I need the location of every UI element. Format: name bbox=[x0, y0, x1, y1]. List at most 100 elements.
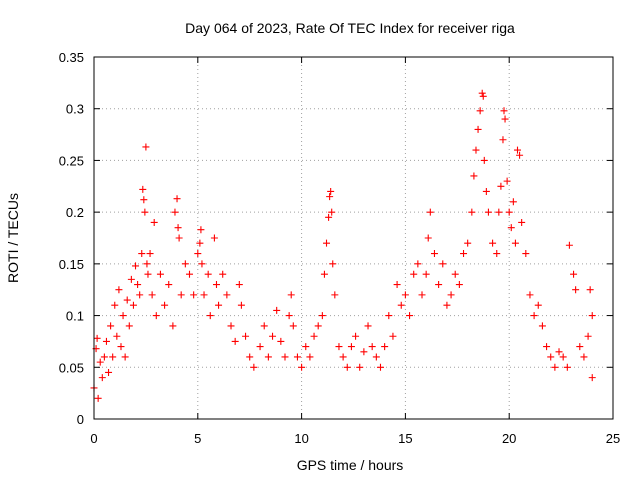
data-point bbox=[401, 291, 409, 299]
data-point bbox=[273, 306, 281, 314]
x-tick-label: 0 bbox=[90, 431, 97, 446]
data-point bbox=[285, 312, 293, 320]
data-point bbox=[107, 322, 115, 330]
data-point bbox=[343, 363, 351, 371]
data-point bbox=[93, 334, 101, 342]
data-point bbox=[174, 224, 182, 232]
data-point bbox=[323, 239, 331, 247]
data-point bbox=[200, 291, 208, 299]
data-point bbox=[584, 332, 592, 340]
data-point bbox=[318, 312, 326, 320]
data-point bbox=[356, 363, 364, 371]
data-point bbox=[406, 312, 414, 320]
data-point bbox=[489, 239, 497, 247]
data-point bbox=[141, 208, 149, 216]
data-point bbox=[397, 301, 405, 309]
data-point bbox=[588, 312, 596, 320]
y-tick-label: 0.1 bbox=[66, 309, 84, 324]
data-point bbox=[152, 312, 160, 320]
data-point bbox=[143, 260, 151, 268]
data-point bbox=[169, 322, 177, 330]
data-point bbox=[335, 343, 343, 351]
data-point bbox=[484, 208, 492, 216]
data-point bbox=[237, 301, 245, 309]
data-point bbox=[507, 224, 515, 232]
data-point bbox=[156, 270, 164, 278]
data-point bbox=[516, 151, 524, 159]
data-point bbox=[210, 234, 218, 242]
data-point bbox=[570, 270, 578, 278]
data-point bbox=[111, 301, 119, 309]
data-point bbox=[474, 125, 482, 133]
data-point bbox=[298, 363, 306, 371]
data-point bbox=[165, 281, 173, 289]
data-point bbox=[385, 312, 393, 320]
data-point bbox=[534, 301, 542, 309]
chart-title: Day 064 of 2023, Rate Of TEC Index for r… bbox=[185, 20, 515, 36]
data-point bbox=[547, 353, 555, 361]
data-point bbox=[173, 195, 181, 203]
data-point bbox=[410, 270, 418, 278]
data-point bbox=[503, 177, 511, 185]
data-point bbox=[364, 322, 372, 330]
data-point bbox=[329, 260, 337, 268]
data-point bbox=[171, 208, 179, 216]
data-point bbox=[325, 213, 333, 221]
data-point bbox=[161, 301, 169, 309]
data-point bbox=[376, 363, 384, 371]
data-point bbox=[422, 270, 430, 278]
data-point bbox=[418, 291, 426, 299]
data-point bbox=[482, 187, 490, 195]
data-point bbox=[132, 262, 140, 270]
data-point bbox=[289, 322, 297, 330]
data-point bbox=[138, 250, 146, 258]
data-point bbox=[246, 353, 254, 361]
data-point bbox=[347, 343, 355, 351]
data-point bbox=[136, 291, 144, 299]
data-point bbox=[505, 208, 513, 216]
data-point bbox=[468, 208, 476, 216]
data-point bbox=[235, 281, 243, 289]
data-point bbox=[113, 332, 121, 340]
data-point bbox=[115, 286, 123, 294]
data-point bbox=[231, 337, 239, 345]
plot-frame bbox=[93, 56, 614, 420]
data-point bbox=[460, 250, 468, 258]
data-point bbox=[204, 270, 212, 278]
data-point bbox=[430, 250, 438, 258]
data-point bbox=[530, 312, 538, 320]
data-point bbox=[393, 281, 401, 289]
data-point bbox=[389, 332, 397, 340]
data-point bbox=[123, 296, 131, 304]
data-point bbox=[352, 332, 360, 340]
data-point bbox=[478, 89, 486, 97]
data-point bbox=[565, 241, 573, 249]
data-point bbox=[451, 270, 459, 278]
data-point bbox=[134, 281, 142, 289]
data-point bbox=[511, 239, 519, 247]
data-point bbox=[563, 363, 571, 371]
data-point bbox=[314, 322, 322, 330]
x-tick-label: 5 bbox=[194, 431, 201, 446]
data-point bbox=[580, 353, 588, 361]
data-point bbox=[555, 348, 563, 356]
data-point bbox=[493, 250, 501, 258]
data-point bbox=[572, 286, 580, 294]
data-point bbox=[424, 234, 432, 242]
data-point bbox=[293, 353, 301, 361]
data-point bbox=[526, 291, 534, 299]
data-point bbox=[223, 291, 231, 299]
data-point bbox=[495, 208, 503, 216]
data-point bbox=[381, 343, 389, 351]
y-tick-label: 0.3 bbox=[66, 102, 84, 117]
data-point bbox=[264, 353, 272, 361]
y-tick-label: 0.2 bbox=[66, 205, 84, 220]
data-point bbox=[129, 301, 137, 309]
data-point bbox=[543, 343, 551, 351]
data-point bbox=[227, 322, 235, 330]
data-point bbox=[105, 368, 113, 376]
data-point bbox=[219, 270, 227, 278]
data-point bbox=[509, 198, 517, 206]
data-point bbox=[109, 353, 117, 361]
